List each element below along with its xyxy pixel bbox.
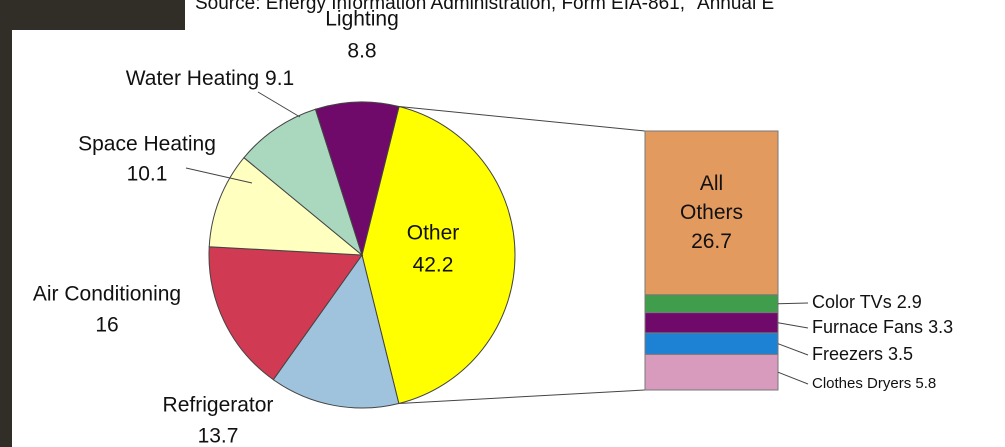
bar-value: 5.8 [915,375,936,392]
bar-value: 26.7 [645,227,778,256]
slice-value: 9.1 [265,67,294,90]
slice-value: 42.2 [413,254,454,277]
bar-segment [645,295,778,313]
bar-label: Color TVs 2.9 [812,292,922,312]
slice-value: 8.8 [347,40,376,63]
slice-name: Refrigerator [163,394,274,417]
bar-value: 2.9 [897,292,922,312]
bar-label: Freezers 3.5 [812,344,913,364]
chart: Source: Energy Information Administratio… [0,0,1005,447]
page: Source: Energy Information Administratio… [0,0,1005,447]
slice-label: Water Heating 9.1 [126,67,295,90]
slice-value: 10.1 [127,163,168,186]
bar-label: Furnace Fans 3.3 [812,317,953,337]
slice-name: Air Conditioning [33,283,181,306]
slice-value: 16 [95,314,118,337]
slice-name: Other [407,222,460,245]
bar-segment [645,313,778,333]
bar-category: Color TVs [812,292,892,312]
bar-label: All Others 26.7 [645,169,778,256]
source-note: Source: Energy Information Administratio… [195,0,774,14]
bar-category: All Others [667,169,757,227]
bar-label: Clothes Dryers 5.8 [812,375,936,392]
slice-name: Water Heating [126,67,259,90]
slice-name: Space Heating [78,133,216,156]
bar-category: Freezers [812,344,883,364]
bar-category: Furnace Fans [812,317,923,337]
slice-name: Lighting [325,8,399,31]
bar-value: 3.3 [928,317,953,337]
bar-value: 3.5 [888,344,913,364]
bar-segment [645,333,778,354]
bar-category: Clothes Dryers [812,375,911,392]
slice-value: 13.7 [198,425,239,447]
bar-segment [645,354,778,390]
